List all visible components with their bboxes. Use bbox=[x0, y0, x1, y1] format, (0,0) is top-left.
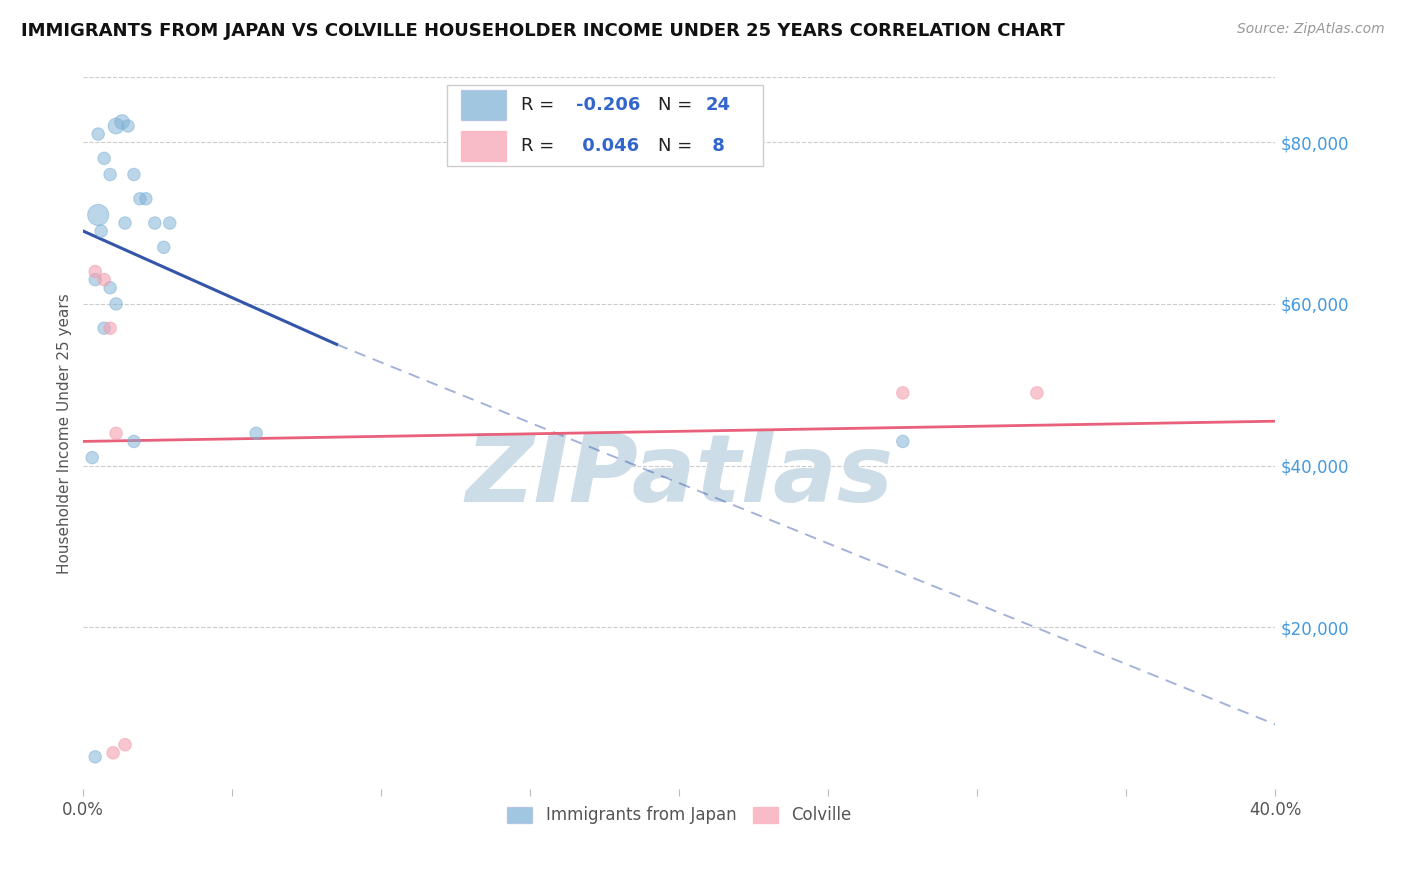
Point bbox=[98, 321, 121, 335]
FancyBboxPatch shape bbox=[461, 90, 506, 120]
Point bbox=[98, 281, 121, 295]
FancyBboxPatch shape bbox=[447, 85, 763, 167]
Text: R =: R = bbox=[520, 137, 560, 155]
Point bbox=[152, 240, 174, 254]
Point bbox=[90, 224, 112, 238]
Point bbox=[84, 273, 107, 287]
Point bbox=[105, 119, 128, 133]
Point bbox=[105, 297, 128, 311]
Point bbox=[114, 216, 136, 230]
Point bbox=[159, 216, 181, 230]
Text: R =: R = bbox=[520, 96, 560, 114]
Point bbox=[891, 434, 914, 449]
Text: 0.046: 0.046 bbox=[575, 137, 638, 155]
Text: -0.206: -0.206 bbox=[575, 96, 640, 114]
Text: ZIPatlas: ZIPatlas bbox=[465, 430, 893, 522]
Point bbox=[93, 321, 115, 335]
Point bbox=[93, 151, 115, 165]
Legend: Immigrants from Japan, Colville: Immigrants from Japan, Colville bbox=[498, 797, 862, 834]
FancyBboxPatch shape bbox=[461, 131, 506, 161]
Text: N =: N = bbox=[658, 137, 697, 155]
Point bbox=[122, 434, 145, 449]
Point bbox=[87, 127, 110, 141]
Text: 8: 8 bbox=[706, 137, 724, 155]
Point bbox=[93, 273, 115, 287]
Point bbox=[245, 426, 267, 441]
Point bbox=[84, 750, 107, 764]
Point bbox=[891, 385, 914, 400]
Point bbox=[82, 450, 104, 465]
Point bbox=[117, 119, 139, 133]
Point bbox=[84, 264, 107, 278]
Point bbox=[143, 216, 166, 230]
Y-axis label: Householder Income Under 25 years: Householder Income Under 25 years bbox=[58, 293, 72, 574]
Point bbox=[105, 426, 128, 441]
Text: Source: ZipAtlas.com: Source: ZipAtlas.com bbox=[1237, 22, 1385, 37]
Point bbox=[111, 115, 134, 129]
Text: 24: 24 bbox=[706, 96, 731, 114]
Point bbox=[1026, 385, 1049, 400]
Text: N =: N = bbox=[658, 96, 697, 114]
Point bbox=[129, 192, 152, 206]
Point bbox=[98, 168, 121, 182]
Point bbox=[114, 738, 136, 752]
Text: IMMIGRANTS FROM JAPAN VS COLVILLE HOUSEHOLDER INCOME UNDER 25 YEARS CORRELATION : IMMIGRANTS FROM JAPAN VS COLVILLE HOUSEH… bbox=[21, 22, 1064, 40]
Point bbox=[101, 746, 124, 760]
Point bbox=[87, 208, 110, 222]
Point bbox=[122, 168, 145, 182]
Point bbox=[135, 192, 157, 206]
